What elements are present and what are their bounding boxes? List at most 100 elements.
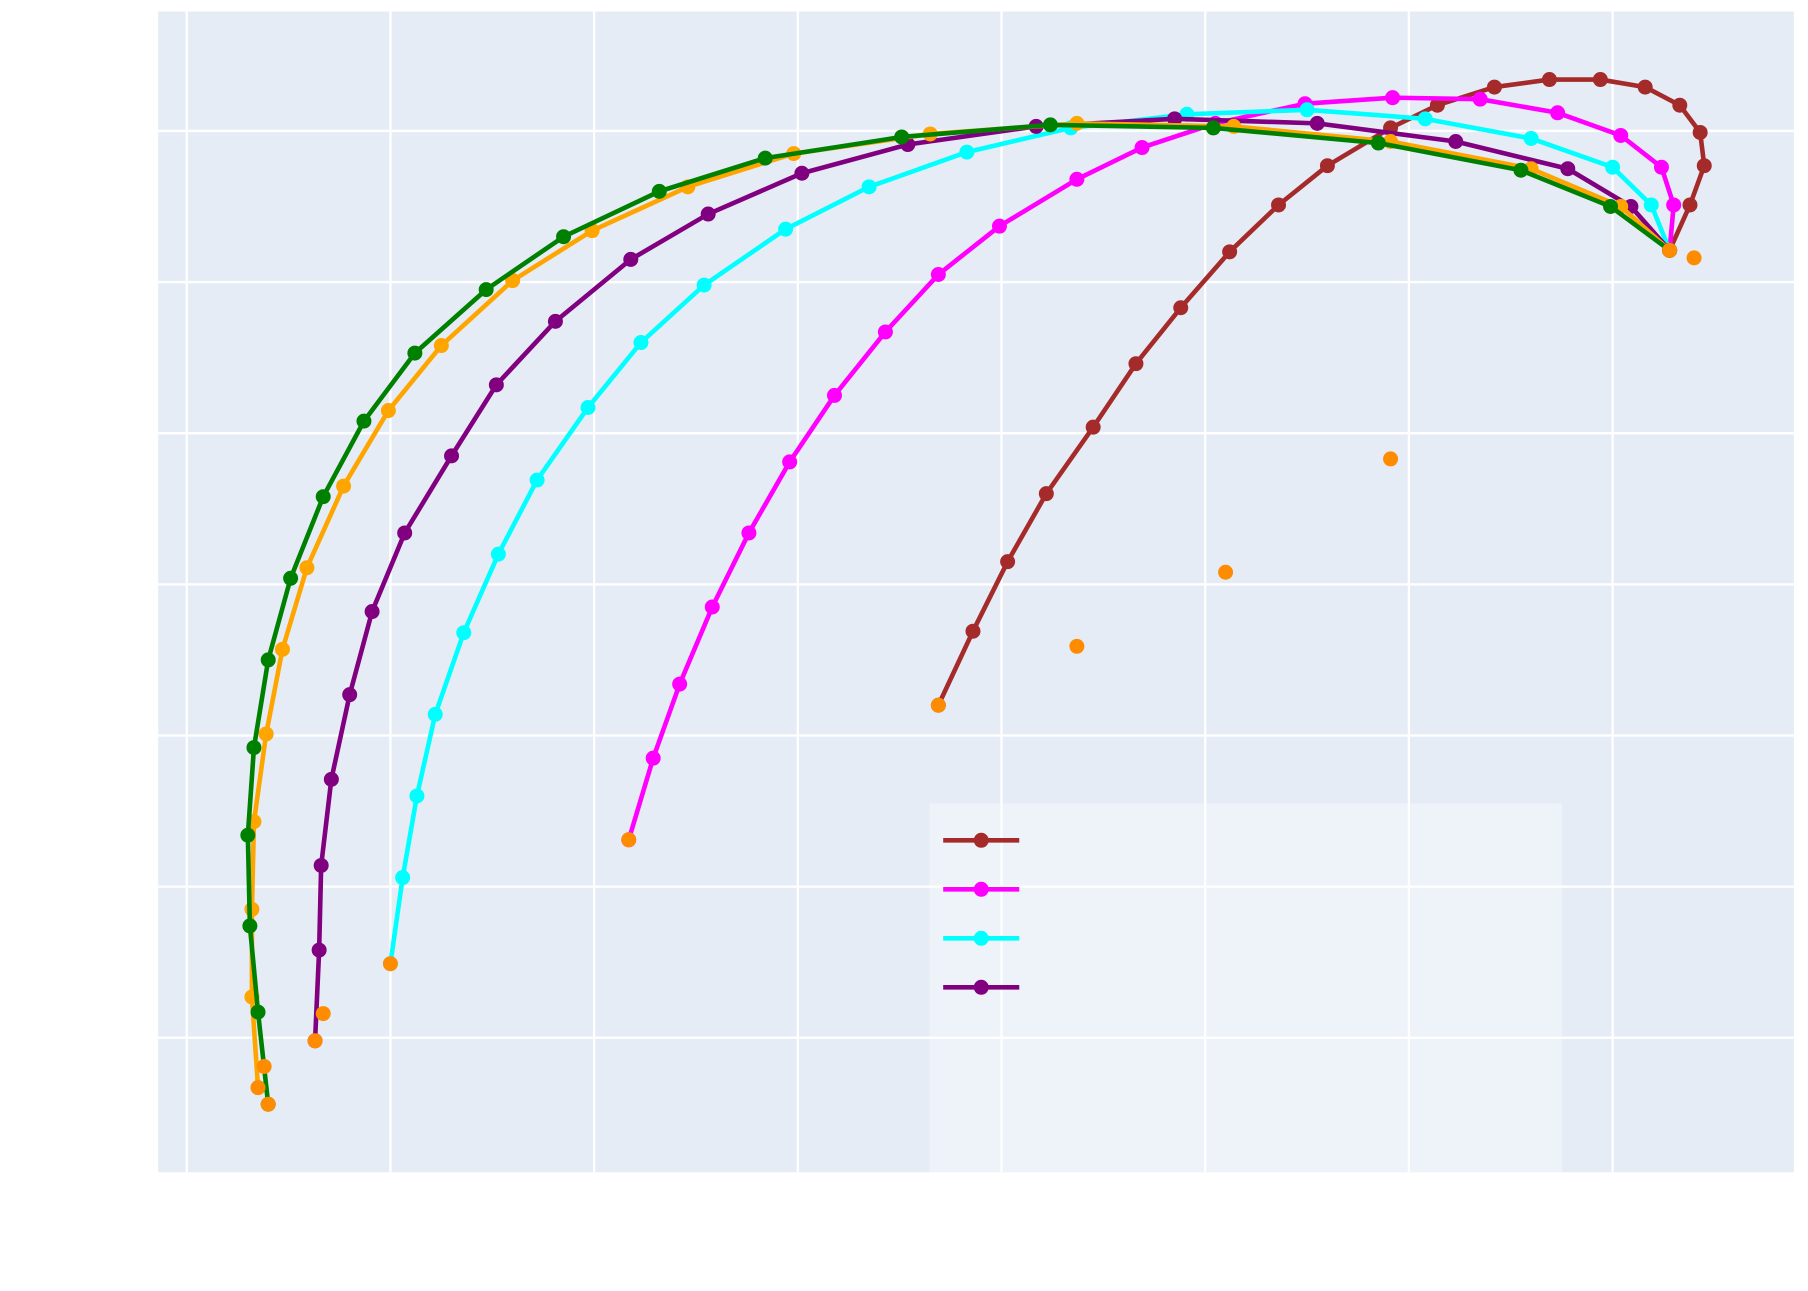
data-point [1513, 162, 1529, 178]
data-point [826, 387, 842, 403]
data-point [861, 179, 877, 195]
data-point [1541, 72, 1557, 88]
data-point [1592, 72, 1608, 88]
data-point [700, 206, 716, 222]
data-point [299, 560, 315, 576]
data-point [364, 604, 380, 620]
data-point [651, 183, 667, 199]
data-point [1134, 140, 1150, 156]
data-point [1385, 90, 1401, 106]
data-point [1560, 161, 1576, 177]
data-point [1299, 102, 1315, 118]
data-point [407, 345, 423, 361]
data-point [395, 870, 411, 886]
data-point [1069, 171, 1085, 187]
data-point [1523, 130, 1539, 146]
data-point [260, 1096, 276, 1112]
data-point [1605, 159, 1621, 175]
data-point [478, 282, 494, 298]
data-point [1666, 197, 1682, 213]
legend [929, 803, 1563, 1173]
data-point [427, 706, 443, 722]
data-point [930, 267, 946, 283]
data-point [313, 857, 329, 873]
data-point [246, 740, 262, 756]
data-point [1000, 554, 1016, 570]
data-point [672, 676, 688, 692]
data-point [444, 448, 460, 464]
data-point [1613, 127, 1629, 143]
data-point [1653, 159, 1669, 175]
data-point [356, 413, 372, 429]
data-point [283, 570, 299, 586]
data-point [274, 641, 290, 657]
data-point [621, 832, 637, 848]
legend-swatch-marker [973, 832, 989, 848]
data-point [547, 313, 563, 329]
data-point [1038, 486, 1054, 502]
data-point [1319, 158, 1335, 174]
data-point [323, 771, 339, 787]
data-point [741, 525, 757, 541]
data-point [757, 150, 773, 166]
data-point [315, 489, 331, 505]
data-point [877, 324, 893, 340]
data-point [250, 1080, 266, 1096]
data-point [1417, 111, 1433, 127]
data-point [645, 750, 661, 766]
data-point [380, 403, 396, 419]
data-point [1069, 638, 1085, 654]
data-point [778, 221, 794, 237]
data-point [307, 1033, 323, 1049]
data-point [991, 218, 1007, 234]
data-point [1218, 564, 1234, 580]
data-point [1603, 199, 1619, 214]
data-point [433, 338, 449, 354]
data-point [1472, 91, 1488, 107]
data-point [580, 400, 596, 416]
data-point [1682, 197, 1698, 213]
data-point [1205, 120, 1221, 136]
data-point [1222, 244, 1238, 260]
data-point [1271, 197, 1287, 213]
data-point [1167, 111, 1183, 127]
data-point [529, 472, 545, 488]
data-point [1686, 250, 1702, 266]
data-point [1429, 97, 1445, 113]
data-point [1643, 197, 1659, 213]
data-point [490, 546, 506, 562]
data-point [894, 129, 910, 145]
data-point [959, 144, 975, 160]
data-point [623, 251, 639, 267]
data-point [250, 1004, 266, 1020]
data-point [382, 956, 398, 972]
data-point [240, 827, 256, 843]
data-point [1383, 451, 1399, 467]
plot-background [158, 11, 1794, 1173]
data-point [1486, 79, 1502, 95]
data-point [1672, 97, 1688, 113]
data-point [336, 478, 352, 494]
data-point [782, 454, 798, 470]
data-point [1085, 419, 1101, 435]
data-point [397, 525, 413, 541]
data-point [1662, 242, 1678, 258]
data-point [1448, 134, 1464, 149]
data-point [1696, 158, 1712, 174]
data-point [1550, 105, 1566, 121]
data-point [1637, 79, 1653, 95]
data-point [1370, 135, 1386, 151]
legend-swatch-marker [973, 979, 989, 995]
data-point [794, 165, 810, 181]
data-point [1173, 300, 1189, 316]
data-point [315, 1006, 331, 1022]
legend-swatch-marker [973, 930, 989, 946]
data-point [311, 942, 327, 958]
data-point [556, 229, 572, 245]
data-point [965, 623, 981, 639]
data-point [258, 726, 274, 742]
data-point [696, 277, 712, 293]
data-point [256, 1058, 272, 1074]
data-point [488, 377, 504, 393]
